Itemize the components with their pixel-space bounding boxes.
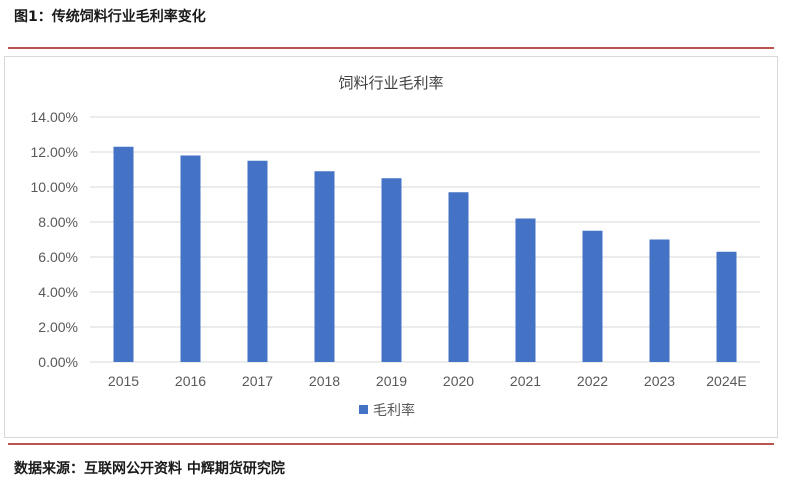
x-tick-label: 2023	[644, 373, 675, 389]
legend-label: 毛利率	[373, 402, 415, 418]
bar-2024E	[716, 251, 737, 362]
bar-2020	[448, 192, 469, 362]
source-note: 数据来源：互联网公开资料 中辉期货研究院	[14, 461, 285, 477]
legend: 毛利率	[359, 402, 415, 418]
x-tick-label: 2015	[108, 373, 139, 389]
y-tick-label: 10.00%	[31, 179, 78, 195]
y-tick-label: 12.00%	[31, 144, 78, 160]
bar-2021	[515, 218, 536, 362]
y-tick-label: 0.00%	[38, 354, 78, 370]
top-divider	[8, 47, 774, 49]
x-tick-label: 2024E	[706, 373, 746, 389]
chart-title: 饲料行业毛利率	[338, 75, 443, 92]
bar-2018	[314, 171, 335, 362]
x-tick-label: 2020	[443, 373, 474, 389]
x-tick-label: 2018	[309, 373, 340, 389]
grid-lines	[90, 116, 760, 363]
bar-2017	[247, 160, 268, 362]
bar-2023	[649, 239, 670, 362]
bar-chart: 饲料行业毛利率 0.00% 2.00% 4.00% 6.00% 8.00% 10.00% 1…	[31, 75, 760, 418]
y-axis-ticks: 0.00% 2.00% 4.00% 6.00% 8.00% 10.00% 12.00% 14.…	[31, 109, 78, 370]
y-tick-label: 4.00%	[38, 284, 78, 300]
bottom-divider	[8, 443, 774, 445]
x-tick-label: 2016	[175, 373, 206, 389]
y-tick-label: 8.00%	[38, 214, 78, 230]
x-tick-label: 2019	[376, 373, 407, 389]
x-tick-label: 2021	[510, 373, 541, 389]
x-axis-ticks: 2015 2016 2017 2018 2019 2020 2021 2022 2023 2024…	[108, 373, 747, 389]
bar-2016	[180, 155, 201, 362]
legend-swatch	[359, 405, 368, 414]
y-tick-label: 2.00%	[38, 319, 78, 335]
bar-2015	[113, 146, 134, 362]
chart-container: 饲料行业毛利率 0.00% 2.00% 4.00% 6.00% 8.00% 10.00% 1…	[4, 56, 778, 438]
bar-2022	[582, 230, 603, 362]
y-tick-label: 6.00%	[38, 249, 78, 265]
y-tick-label: 14.00%	[31, 109, 78, 125]
figure-title: 图1：传统饲料行业毛利率变化	[14, 9, 206, 25]
bars	[113, 146, 737, 362]
x-tick-label: 2022	[577, 373, 608, 389]
x-tick-label: 2017	[242, 373, 273, 389]
bar-2019	[381, 178, 402, 362]
